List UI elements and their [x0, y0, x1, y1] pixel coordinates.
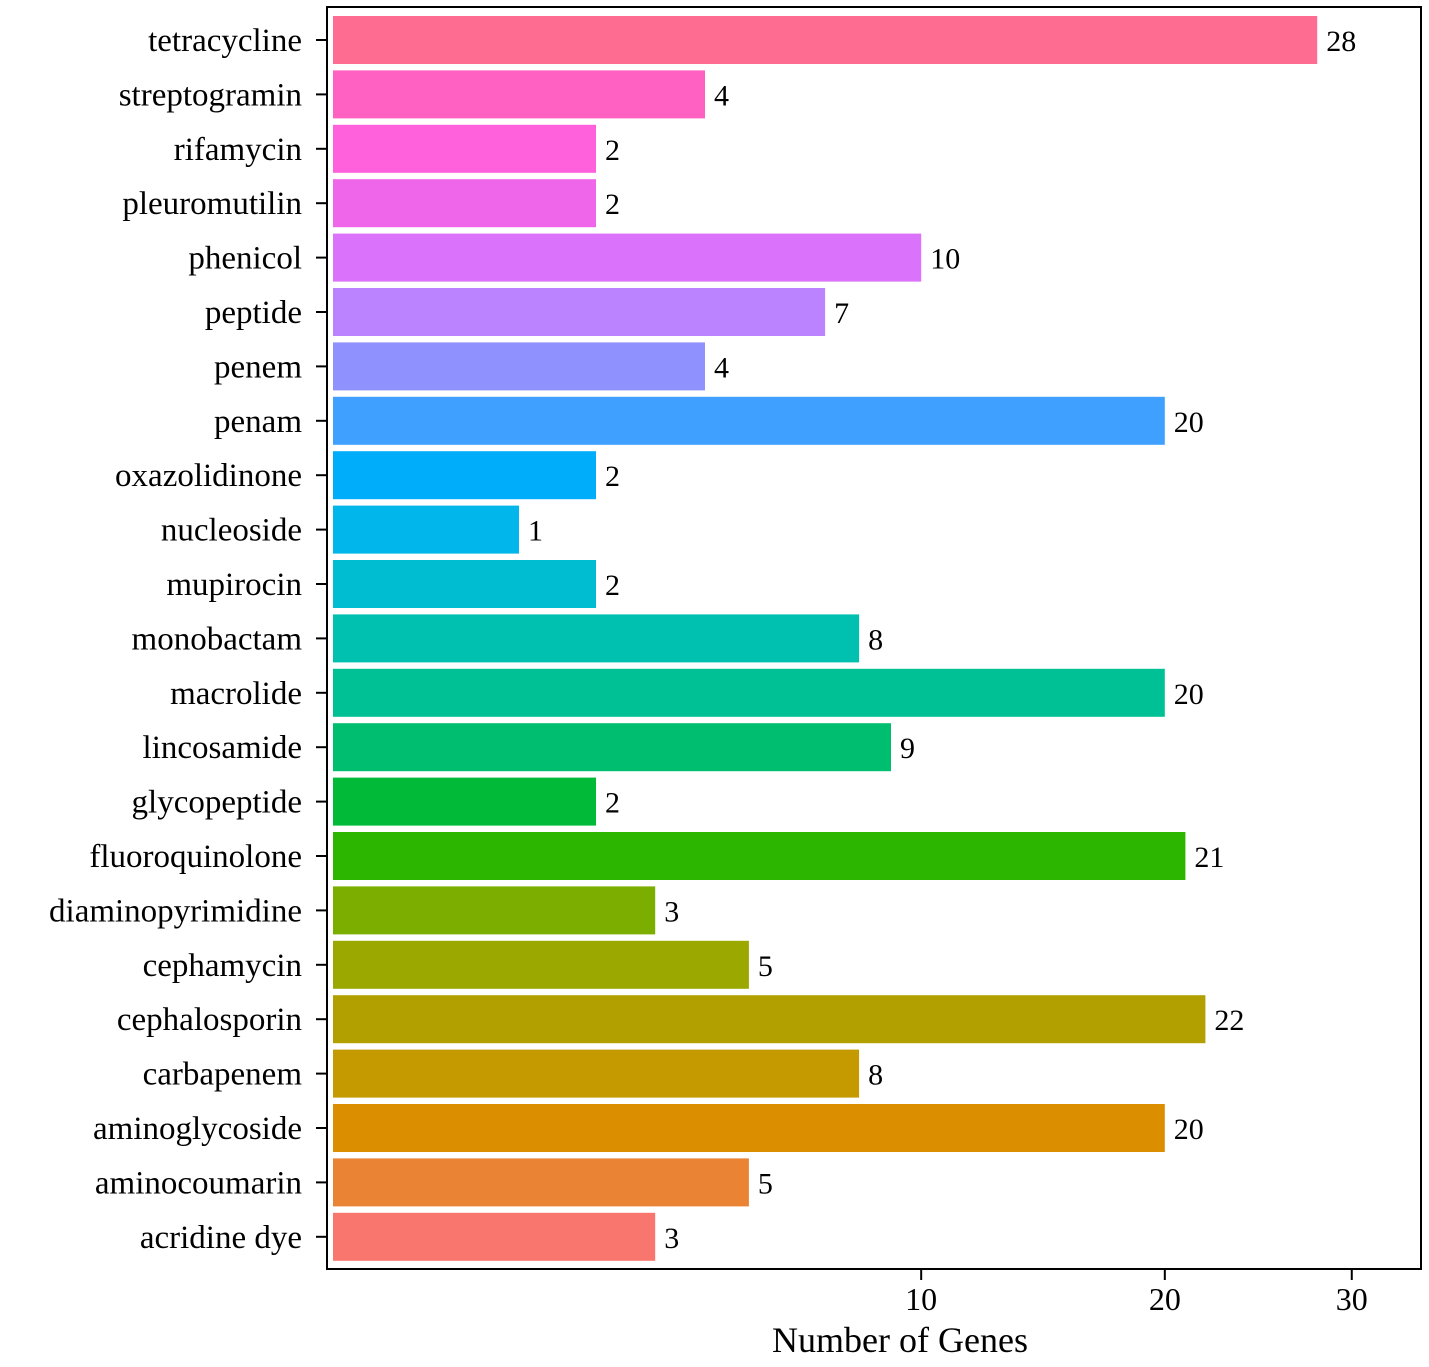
- bar-aminoglycoside: [333, 1104, 1165, 1152]
- value-label: 5: [758, 1167, 773, 1200]
- bar-lincosamide: [333, 723, 891, 772]
- x-tick-label: 20: [1149, 1281, 1181, 1317]
- bar-mupirocin: [333, 560, 596, 608]
- value-label: 4: [714, 79, 729, 112]
- category-label: rifamycin: [174, 132, 302, 168]
- value-label: 22: [1214, 1004, 1244, 1037]
- bar-carbapenem: [333, 1049, 860, 1098]
- category-label: aminocoumarin: [95, 1165, 302, 1201]
- category-label: streptogramin: [119, 77, 302, 113]
- bar-aminocoumarin: [333, 1158, 749, 1207]
- bar-acridine-dye: [333, 1212, 656, 1261]
- bar-pleuromutilin: [333, 179, 596, 228]
- bar-tetracycline: [333, 16, 1318, 64]
- bar-cephalosporin: [333, 995, 1206, 1044]
- bar-macrolide: [333, 668, 1165, 717]
- value-label: 9: [900, 732, 915, 765]
- bar-diaminopyrimidine: [333, 886, 656, 935]
- value-label: 1: [528, 515, 543, 548]
- x-axis-title: Number of Genes: [772, 1320, 1028, 1360]
- bar-phenicol: [333, 233, 922, 282]
- category-label: macrolide: [170, 676, 302, 712]
- value-label: 2: [605, 188, 620, 221]
- value-label: 3: [664, 1222, 679, 1255]
- value-label: 7: [834, 297, 849, 330]
- value-label: 2: [605, 569, 620, 602]
- category-label: tetracycline: [148, 23, 302, 59]
- category-label: oxazolidinone: [115, 458, 302, 494]
- bar-glycopeptide: [333, 777, 596, 826]
- value-label: 21: [1194, 841, 1224, 874]
- bar-peptide: [333, 288, 826, 336]
- category-label: diaminopyrimidine: [49, 893, 302, 929]
- bar-cephamycin: [333, 940, 749, 989]
- bar-nucleoside: [333, 505, 519, 554]
- category-label: glycopeptide: [132, 785, 302, 821]
- bar-rifamycin: [333, 124, 596, 173]
- category-label: pleuromutilin: [122, 186, 302, 222]
- bars-group: [333, 16, 1318, 1261]
- value-label: 20: [1174, 1113, 1204, 1146]
- bar-oxazolidinone: [333, 451, 596, 500]
- bar-penam: [333, 396, 1165, 445]
- category-label: mupirocin: [166, 567, 302, 603]
- value-label: 28: [1326, 25, 1356, 58]
- value-label: 8: [868, 1059, 883, 1092]
- value-label: 20: [1174, 678, 1204, 711]
- bar-streptogramin: [333, 70, 705, 119]
- category-label: acridine dye: [140, 1220, 302, 1256]
- category-label: fluoroquinolone: [89, 839, 302, 875]
- category-label: penam: [214, 404, 302, 440]
- x-axis-ticks-group: 10 20 30: [905, 1269, 1368, 1317]
- category-label: cephalosporin: [117, 1002, 302, 1038]
- x-tick-label: 10: [905, 1281, 937, 1317]
- category-label: lincosamide: [143, 730, 302, 766]
- bar-fluoroquinolone: [333, 832, 1186, 880]
- value-label: 2: [605, 460, 620, 493]
- value-label: 5: [758, 950, 773, 983]
- category-label: penem: [214, 349, 302, 385]
- category-label: aminoglycoside: [93, 1111, 302, 1147]
- category-labels-group: tetracycline streptogramin rifamycin pleuro…: [49, 23, 327, 1256]
- value-label: 10: [930, 243, 960, 276]
- category-label: carbapenem: [143, 1057, 303, 1093]
- category-label: nucleoside: [161, 513, 302, 549]
- value-label: 20: [1174, 406, 1204, 439]
- value-label: 2: [605, 787, 620, 820]
- category-label: peptide: [205, 295, 302, 331]
- value-label: 3: [664, 895, 679, 928]
- category-label: cephamycin: [143, 948, 302, 984]
- bar-monobactam: [333, 614, 860, 663]
- bar-penem: [333, 342, 705, 391]
- value-label: 4: [714, 351, 729, 384]
- value-label: 8: [868, 623, 883, 656]
- x-tick-label: 30: [1336, 1281, 1368, 1317]
- category-label: phenicol: [188, 241, 302, 277]
- value-label: 2: [605, 134, 620, 167]
- category-label: monobactam: [132, 621, 303, 657]
